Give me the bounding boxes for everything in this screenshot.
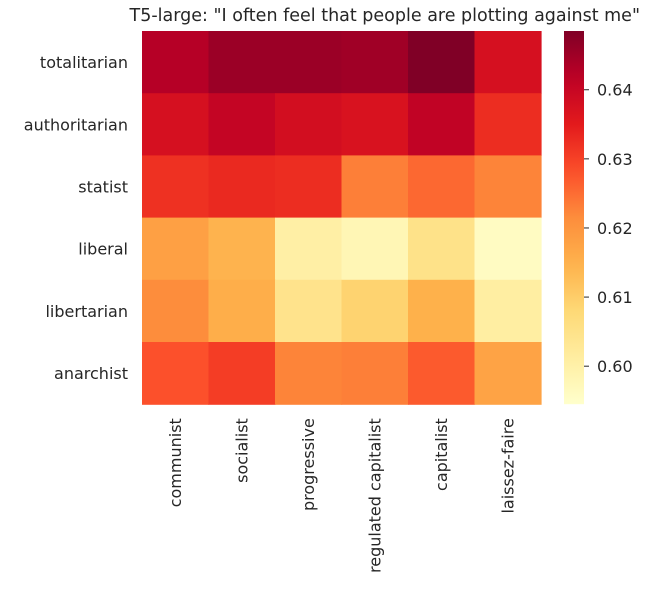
heatmap-cell xyxy=(341,279,409,343)
y-tick-label: authoritarian xyxy=(24,115,128,134)
y-tick-label: anarchist xyxy=(54,364,128,383)
x-tick-label: laissez-faire xyxy=(499,418,518,513)
heatmap-cell xyxy=(142,31,210,94)
heatmap-cell xyxy=(142,217,210,281)
x-tick-label: regulated capitalist xyxy=(366,418,385,573)
heatmap-cell xyxy=(208,279,276,343)
colorbar-tick-label: 0.62 xyxy=(597,219,633,238)
y-tick-label: libertarian xyxy=(45,302,128,321)
heatmap-cell xyxy=(474,217,542,281)
heatmap-cell xyxy=(275,93,343,156)
heatmap-cell xyxy=(275,217,343,281)
heatmap-cell xyxy=(275,342,343,405)
x-tick-label: socialist xyxy=(233,418,252,483)
heatmap-cell xyxy=(142,155,210,219)
colorbar-tick-label: 0.60 xyxy=(597,357,633,376)
heatmap-cell xyxy=(408,279,476,343)
heatmap-cell xyxy=(474,342,542,405)
colorbar-ticks: 0.60 0.61 0.62 0.63 0.64 xyxy=(584,81,633,376)
heatmap-cell xyxy=(208,31,276,94)
x-tick-label: communist xyxy=(166,418,185,507)
heatmap-cell xyxy=(142,93,210,156)
x-tick-label: capitalist xyxy=(432,418,451,491)
x-axis-labels: communist socialist progressive regulated c… xyxy=(166,418,518,573)
heatmap-cells xyxy=(142,31,542,405)
heatmap-cell xyxy=(341,342,409,405)
heatmap-cell xyxy=(208,155,276,219)
heatmap-cell xyxy=(474,279,542,343)
heatmap-cell xyxy=(142,279,210,343)
heatmap-cell xyxy=(408,93,476,156)
y-tick-label: statist xyxy=(78,178,128,197)
heatmap-cell xyxy=(341,155,409,219)
heatmap-cell xyxy=(208,217,276,281)
colorbar xyxy=(564,31,584,405)
heatmap-cell xyxy=(408,217,476,281)
x-tick-label: progressive xyxy=(299,418,318,511)
heatmap-cell xyxy=(275,155,343,219)
heatmap-cell xyxy=(208,342,276,405)
heatmap-cell xyxy=(408,31,476,94)
y-axis-labels: totalitarian authoritarian statist liberal l… xyxy=(24,53,128,383)
heatmap-cell xyxy=(341,31,409,94)
heatmap-cell xyxy=(474,93,542,156)
heatmap-cell xyxy=(275,279,343,343)
heatmap-cell xyxy=(208,93,276,156)
heatmap-cell xyxy=(142,342,210,405)
colorbar-tick-label: 0.64 xyxy=(597,81,633,100)
heatmap-cell xyxy=(341,93,409,156)
y-tick-label: liberal xyxy=(78,240,128,259)
y-tick-label: totalitarian xyxy=(40,53,128,72)
heatmap-cell xyxy=(474,31,542,94)
colorbar-tick-label: 0.61 xyxy=(597,288,633,307)
heatmap-cell xyxy=(275,31,343,94)
heatmap-cell xyxy=(474,155,542,219)
chart-title: T5-large: "I often feel that people are … xyxy=(129,6,640,26)
heatmap-cell xyxy=(408,155,476,219)
heatmap-cell xyxy=(341,217,409,281)
heatmap-cell xyxy=(408,342,476,405)
colorbar-tick-label: 0.63 xyxy=(597,150,633,169)
